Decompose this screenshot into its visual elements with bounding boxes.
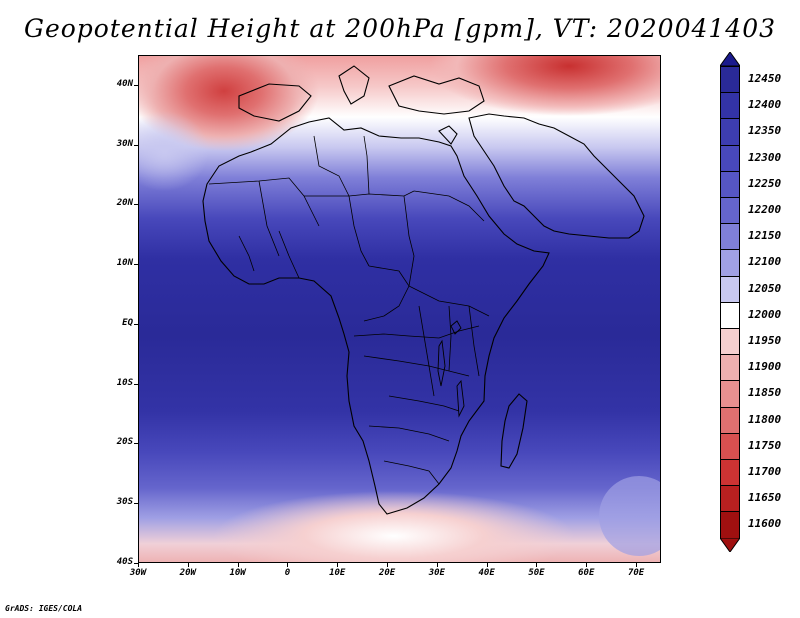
x-tick-mark: [586, 563, 588, 567]
y-tick-label: 30S: [116, 497, 133, 508]
y-tick-label: 30N: [116, 138, 133, 149]
colorbar-segment: [720, 328, 740, 356]
y-tick-label: 40S: [116, 557, 133, 567]
colorbar-segment: [720, 66, 740, 94]
y-tick-mark: [134, 204, 138, 206]
trough-area: [599, 476, 660, 556]
y-tick-mark: [134, 443, 138, 445]
high-pressure-center: [429, 56, 660, 116]
x-tick-label: 10E: [329, 568, 346, 578]
colorbar-segment: [720, 144, 740, 172]
x-tick-mark: [486, 563, 488, 567]
y-tick-mark: [134, 503, 138, 505]
colorbar-label: 12250: [748, 176, 782, 190]
y-tick-mark: [134, 323, 138, 325]
colorbar-label: 11800: [748, 412, 782, 426]
colorbar-label: 12000: [748, 307, 782, 321]
colorbar-segment: [720, 511, 740, 539]
y-tick-label: 20N: [116, 198, 133, 209]
x-tick-label: 20W: [179, 568, 196, 578]
colorbar-segment: [720, 406, 740, 434]
x-tick-label: 60E: [578, 568, 595, 578]
map-panel: [138, 55, 661, 563]
colorbar-label: 11850: [748, 386, 782, 400]
x-tick-label: 20E: [378, 568, 396, 578]
colorbar-label: 11900: [748, 360, 782, 374]
x-tick-label: 70E: [627, 568, 645, 578]
x-tick-mark: [636, 563, 638, 567]
colorbar-segment: [720, 301, 740, 329]
colorbar-segment: [720, 354, 740, 382]
colorbar-label: 12350: [748, 124, 782, 138]
y-tick-label: EQ: [122, 317, 133, 328]
colorbar-segment: [720, 485, 740, 513]
x-tick-label: 0: [284, 568, 291, 578]
x-tick-mark: [436, 563, 438, 567]
x-tick-mark: [387, 563, 389, 567]
colorbar-segment: [720, 275, 740, 303]
x-tick-label: 50E: [528, 568, 545, 578]
x-tick-mark: [287, 563, 289, 567]
ridge-area: [214, 491, 574, 562]
x-tick-label: 30E: [428, 568, 445, 578]
x-tick-mark: [187, 563, 189, 567]
x-tick-label: 40E: [478, 568, 495, 578]
colorbar-segment: [720, 459, 740, 487]
colorbar-label: 12400: [748, 98, 782, 112]
x-tick-mark: [237, 563, 239, 567]
x-tick-label: 10W: [229, 568, 246, 578]
y-tick-mark: [134, 563, 138, 564]
x-tick-mark: [536, 563, 538, 567]
colorbar-label: 11700: [748, 465, 782, 478]
colorbar-segment: [720, 223, 740, 251]
y-tick-label: 10S: [116, 377, 133, 388]
y-tick-label: 10N: [116, 258, 133, 269]
colorbar-label: 12100: [748, 255, 782, 269]
colorbar-label: 12450: [748, 72, 782, 85]
trough-area: [139, 111, 209, 191]
colorbar-segment: [720, 432, 740, 460]
coastlines: [202, 65, 645, 515]
colorbar-label: 12300: [748, 150, 782, 164]
colorbar-min-arrow: [720, 537, 740, 552]
y-tick-mark: [134, 264, 138, 266]
colorbar-label: 11750: [748, 438, 782, 452]
y-tick-mark: [134, 84, 138, 86]
colorbar-segment: [720, 249, 740, 277]
y-tick-mark: [134, 144, 138, 146]
colorbar-segment: [720, 380, 740, 408]
y-tick-mark: [134, 383, 138, 385]
y-tick-label: 40N: [116, 78, 133, 89]
colorbar-label: 11950: [748, 334, 782, 347]
chart-title: Geopotential Height at 200hPa [gpm], VT:…: [23, 14, 777, 43]
colorbar-label: 12150: [748, 229, 782, 243]
x-tick-label: 30W: [129, 568, 147, 578]
colorbar-segment: [720, 170, 740, 198]
x-tick-mark: [138, 563, 139, 567]
colorbar-label: 12200: [748, 203, 782, 216]
country-borders: [208, 135, 490, 485]
lakes: [437, 320, 465, 418]
colorbar-label: 12050: [748, 281, 782, 295]
x-tick-mark: [337, 563, 339, 567]
colorbar-segment: [720, 118, 740, 146]
colorbar-label: 11600: [748, 517, 782, 531]
footer-credit: GrADS: IGES/COLA: [5, 604, 83, 613]
colorbar-segment: [720, 92, 740, 120]
colorbar-segment: [720, 197, 740, 225]
contour-map: [139, 56, 660, 562]
y-tick-label: 20S: [116, 437, 133, 448]
colorbar-max-arrow: [720, 52, 740, 66]
colorbar-label: 11650: [748, 491, 782, 505]
